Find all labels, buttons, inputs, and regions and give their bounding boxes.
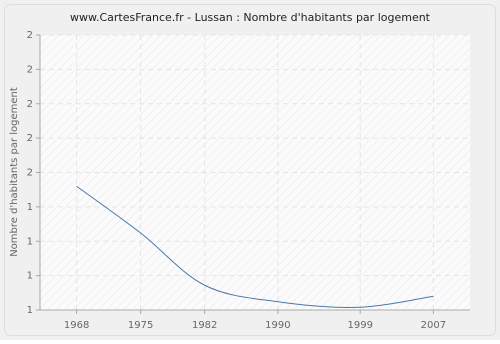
y-tick-label: 2 [27, 30, 33, 41]
x-tick-label: 1982 [192, 320, 217, 331]
y-tick-label: 1 [27, 271, 33, 282]
y-tick-label: 2 [27, 168, 33, 179]
y-tick-label: 2 [27, 133, 33, 144]
y-tick-label: 2 [27, 99, 33, 110]
y-axis-label: Nombre d'habitants par logement [9, 87, 20, 257]
y-tick-label: 2 [27, 64, 33, 75]
chart-title: www.CartesFrance.fr - Lussan : Nombre d'… [70, 11, 431, 24]
y-tick-label: 1 [27, 236, 33, 247]
line [76, 185, 434, 308]
y-tick-label: 1 [27, 202, 33, 213]
x-tick-label: 1975 [128, 320, 153, 331]
y-tick-label: 1 [27, 305, 33, 316]
plot-area [40, 35, 470, 310]
x-tick-label: 1999 [347, 320, 372, 331]
x-tick-label: 2007 [421, 320, 446, 331]
x-tick-label: 1990 [265, 320, 290, 331]
x-tick-label: 1968 [64, 320, 89, 331]
